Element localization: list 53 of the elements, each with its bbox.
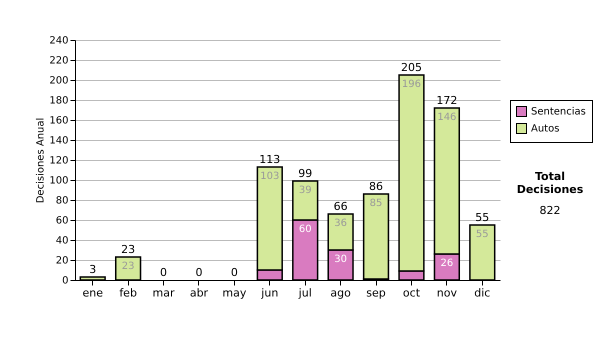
total-label: 0 <box>160 266 168 279</box>
legend-label: Autos <box>531 124 560 134</box>
x-tick-label: feb <box>119 286 137 300</box>
y-tick-label: 180 <box>49 96 68 106</box>
legend-label: Sentencias <box>531 106 586 118</box>
data-label: 196 <box>402 79 422 90</box>
y-tick-label: 20 <box>56 256 68 266</box>
total-label: 0 <box>195 266 202 279</box>
x-tick-label: abr <box>190 286 209 300</box>
x-tick-label: ene <box>82 286 104 300</box>
data-label: 85 <box>370 198 382 209</box>
x-tick-label: nov <box>436 286 458 300</box>
text: Total Decisiones <box>516 170 584 196</box>
y-axis-title: Decisiones Anual <box>35 118 46 204</box>
x-tick-label: mar <box>152 286 176 300</box>
data-label: 103 <box>260 171 280 182</box>
data-label: 30 <box>334 254 347 265</box>
x-tick-label: ago <box>330 286 352 300</box>
total-label: 205 <box>400 61 422 74</box>
y-tick-label: 60 <box>56 216 68 226</box>
x-tick-label: jul <box>298 286 312 300</box>
y-tick-label: 160 <box>49 116 68 126</box>
total-label: 3 <box>89 263 96 276</box>
y-tick-label: 140 <box>49 136 68 146</box>
text: 822 <box>538 204 562 217</box>
data-label: 146 <box>437 112 456 123</box>
x-tick-label: sep <box>366 286 386 300</box>
total-label: 172 <box>436 94 458 107</box>
x-tick-label: jun <box>260 286 278 300</box>
y-tick-label: 240 <box>49 36 68 46</box>
y-tick-label: 220 <box>49 56 68 66</box>
x-tick-label: may <box>222 286 247 300</box>
data-label: 55 <box>476 229 489 240</box>
y-tick-label: 40 <box>56 236 68 246</box>
data-label: 60 <box>298 224 312 235</box>
y-tick-label: 0 <box>62 276 68 286</box>
total-label: 55 <box>475 211 490 224</box>
data-label: 36 <box>334 218 347 229</box>
data-label: 23 <box>122 261 134 272</box>
x-tick-label: oct <box>402 286 421 300</box>
y-tick-label: 120 <box>49 156 68 166</box>
data-label: 26 <box>440 258 454 269</box>
total-label: 113 <box>259 153 280 166</box>
total-label: 23 <box>121 243 136 256</box>
total-label: 66 <box>334 200 348 213</box>
y-tick-label: 80 <box>56 196 68 206</box>
total-label: 0 <box>230 266 238 279</box>
total-label: 86 <box>369 180 384 193</box>
data-label: 39 <box>298 185 312 196</box>
total-label: 99 <box>298 167 312 180</box>
x-tick-label: dic <box>474 286 490 300</box>
y-tick-label: 100 <box>49 176 68 186</box>
y-tick-label: 200 <box>49 76 68 86</box>
